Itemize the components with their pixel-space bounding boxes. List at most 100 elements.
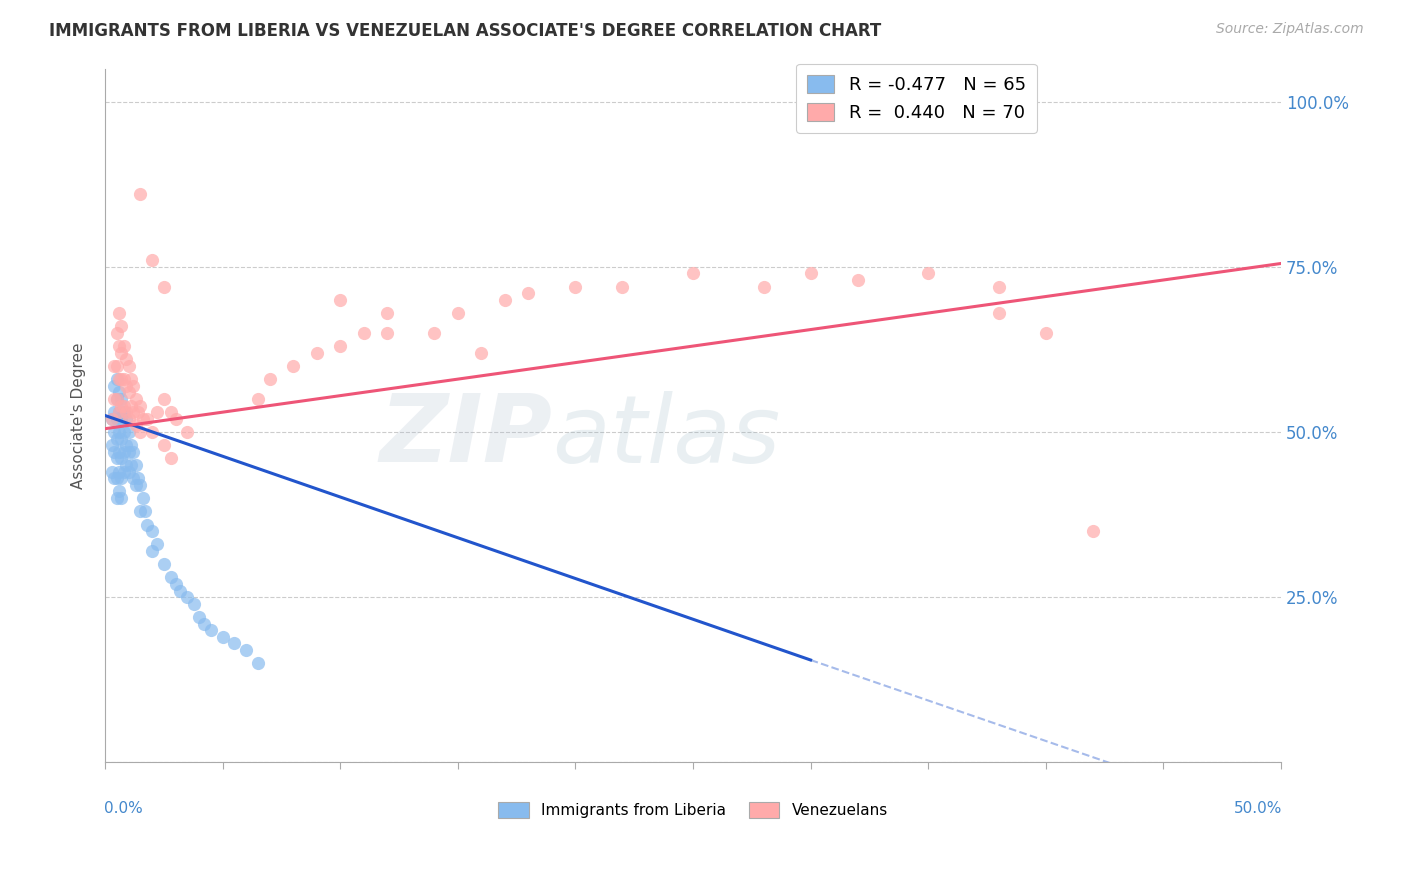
Point xyxy=(141,524,163,538)
Point xyxy=(169,583,191,598)
Point xyxy=(115,411,138,425)
Point xyxy=(447,306,470,320)
Point xyxy=(103,425,125,439)
Point xyxy=(115,405,138,419)
Point xyxy=(101,438,124,452)
Point xyxy=(112,425,135,439)
Point xyxy=(165,411,187,425)
Point xyxy=(117,445,139,459)
Point xyxy=(108,385,131,400)
Point xyxy=(112,399,135,413)
Point xyxy=(117,385,139,400)
Point xyxy=(103,405,125,419)
Point xyxy=(110,491,132,505)
Point xyxy=(108,405,131,419)
Point xyxy=(131,491,153,505)
Point xyxy=(105,451,128,466)
Point xyxy=(115,352,138,367)
Point xyxy=(152,279,174,293)
Point xyxy=(103,392,125,406)
Point xyxy=(108,306,131,320)
Point xyxy=(101,411,124,425)
Point xyxy=(129,187,152,202)
Point xyxy=(115,438,138,452)
Point xyxy=(129,478,152,492)
Point xyxy=(117,465,139,479)
Point xyxy=(305,345,328,359)
Point xyxy=(105,432,128,446)
Point xyxy=(329,339,352,353)
Point xyxy=(246,657,269,671)
Point xyxy=(110,399,132,413)
Legend: Immigrants from Liberia, Venezuelans: Immigrants from Liberia, Venezuelans xyxy=(492,796,894,824)
Point xyxy=(224,636,246,650)
Point xyxy=(105,392,128,406)
Point xyxy=(108,425,131,439)
Point xyxy=(117,425,139,439)
Point xyxy=(117,411,139,425)
Point xyxy=(152,392,174,406)
Point xyxy=(200,624,222,638)
Point xyxy=(110,392,132,406)
Point xyxy=(329,293,352,307)
Point xyxy=(120,372,142,386)
Point xyxy=(423,326,446,340)
Point xyxy=(105,326,128,340)
Point xyxy=(110,319,132,334)
Point xyxy=(127,471,149,485)
Point xyxy=(108,484,131,499)
Point xyxy=(188,610,211,624)
Point xyxy=(124,458,146,472)
Text: 50.0%: 50.0% xyxy=(1233,801,1282,815)
Point xyxy=(375,326,398,340)
Point xyxy=(160,570,183,584)
Point xyxy=(112,445,135,459)
Point xyxy=(470,345,492,359)
Point xyxy=(120,438,142,452)
Point xyxy=(103,445,125,459)
Point xyxy=(141,544,163,558)
Point xyxy=(117,359,139,373)
Point xyxy=(517,286,540,301)
Point xyxy=(103,359,125,373)
Point xyxy=(141,425,163,439)
Point xyxy=(183,597,205,611)
Point xyxy=(110,451,132,466)
Point xyxy=(103,378,125,392)
Point xyxy=(987,306,1010,320)
Point xyxy=(101,465,124,479)
Point xyxy=(105,471,128,485)
Point xyxy=(1035,326,1057,340)
Point xyxy=(145,405,167,419)
Point xyxy=(564,279,586,293)
Point xyxy=(120,458,142,472)
Point xyxy=(917,266,939,280)
Point xyxy=(136,517,159,532)
Point xyxy=(846,273,869,287)
Point xyxy=(160,451,183,466)
Point xyxy=(800,266,823,280)
Point xyxy=(122,405,145,419)
Point xyxy=(101,411,124,425)
Text: 0.0%: 0.0% xyxy=(104,801,142,815)
Point xyxy=(176,425,198,439)
Point xyxy=(105,359,128,373)
Point xyxy=(235,643,257,657)
Point xyxy=(129,425,152,439)
Point xyxy=(108,465,131,479)
Point xyxy=(987,279,1010,293)
Point xyxy=(110,432,132,446)
Point xyxy=(115,458,138,472)
Point xyxy=(129,399,152,413)
Point xyxy=(259,372,281,386)
Point xyxy=(211,630,233,644)
Text: ZIP: ZIP xyxy=(380,391,553,483)
Point xyxy=(108,405,131,419)
Point xyxy=(103,471,125,485)
Point xyxy=(108,339,131,353)
Point xyxy=(112,372,135,386)
Point xyxy=(110,411,132,425)
Point xyxy=(112,405,135,419)
Point xyxy=(108,445,131,459)
Point xyxy=(281,359,304,373)
